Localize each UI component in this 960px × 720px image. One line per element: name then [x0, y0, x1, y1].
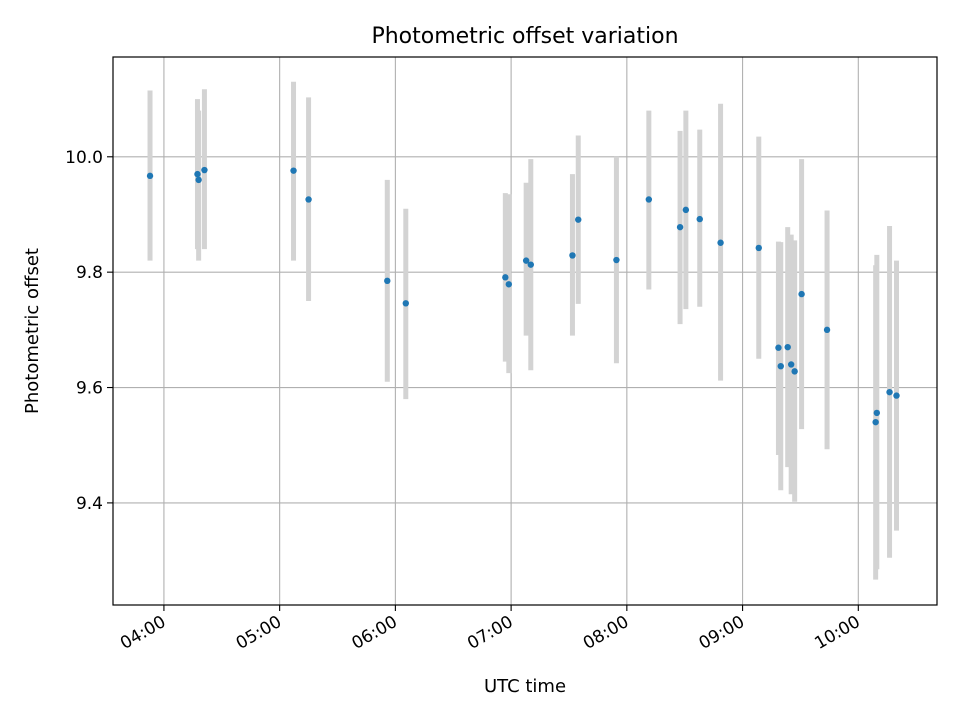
- data-point: [194, 170, 201, 178]
- data-point: [682, 206, 690, 214]
- x-tick-label: 09:00: [696, 612, 748, 654]
- x-tick-label: 08:00: [580, 612, 632, 654]
- data-point: [384, 277, 391, 285]
- data-point: [522, 257, 530, 264]
- x-tick-label: 06:00: [348, 612, 400, 654]
- plot-frame: [112, 56, 938, 606]
- y-axis-label: Photometric offset: [22, 248, 43, 414]
- y-tick-label: 10.0: [65, 148, 103, 168]
- x-tick-label: 07:00: [464, 612, 516, 654]
- data-point: [886, 388, 893, 396]
- data-point: [527, 261, 534, 268]
- data-point: [873, 409, 881, 417]
- data-point: [787, 361, 795, 368]
- x-tick-label: 05:00: [233, 612, 285, 654]
- x-tick-label: 10:00: [811, 612, 863, 654]
- y-tick-label: 9.6: [76, 379, 103, 399]
- x-axis-ticks: 04:00 05:00 06:00 07:00 08:00 09:00 10:00: [117, 605, 864, 654]
- data-point: [791, 368, 798, 375]
- data-point: [893, 392, 900, 399]
- data-point: [777, 362, 784, 370]
- y-axis-ticks: 9.4 9.6 9.8 10.0: [65, 148, 113, 514]
- data-point: [717, 239, 724, 246]
- data-point: [798, 290, 805, 298]
- chart-title: Photometric offset variation: [371, 24, 678, 49]
- data-point: [305, 196, 312, 203]
- x-axis-label: UTC time: [484, 676, 566, 697]
- data-point: [696, 215, 703, 223]
- data-point: [201, 166, 208, 174]
- data-point: [676, 223, 684, 231]
- data-point: [645, 196, 653, 203]
- data-point: [505, 281, 512, 288]
- data-point: [569, 252, 576, 259]
- data-point: [613, 256, 620, 264]
- data-point: [784, 343, 791, 351]
- data-point: [502, 274, 509, 281]
- data-point: [575, 216, 582, 223]
- data-point: [755, 244, 762, 252]
- x-tick-label: 04:00: [117, 612, 169, 654]
- data-point: [195, 176, 202, 184]
- y-tick-label: 9.8: [76, 263, 103, 283]
- data-point: [402, 300, 409, 307]
- data-point: [290, 167, 297, 174]
- data-points: [146, 166, 900, 426]
- data-point: [146, 172, 154, 180]
- y-tick-label: 9.4: [76, 494, 103, 514]
- data-point: [775, 344, 782, 351]
- data-point: [872, 418, 879, 426]
- data-point: [823, 326, 831, 334]
